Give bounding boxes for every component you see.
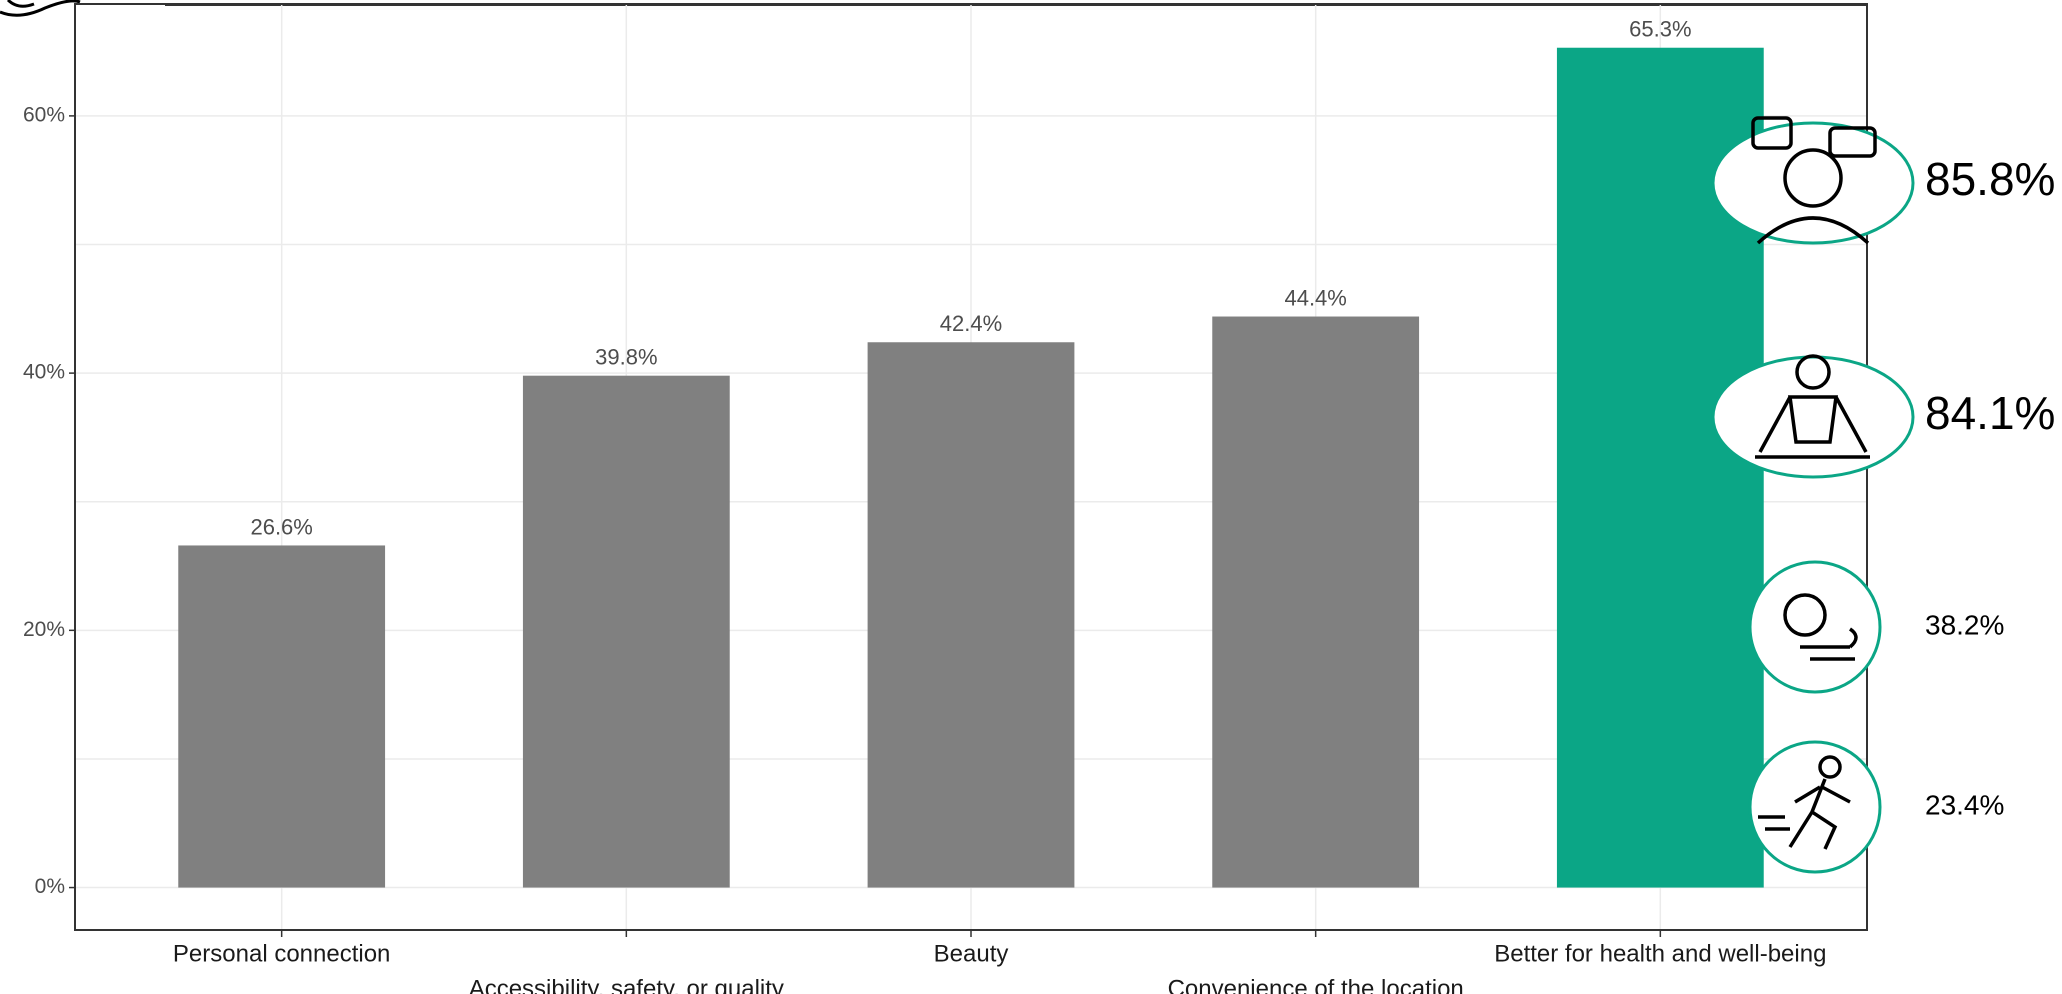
y-tick-label: 60% xyxy=(23,103,65,126)
y-tick-label: 0% xyxy=(35,875,65,898)
icon-circle xyxy=(1748,560,1882,694)
stat-label: 85.8% xyxy=(1925,153,2055,205)
stat-label: 38.2% xyxy=(1925,609,2004,640)
value-label: 42.4% xyxy=(940,311,1002,336)
x-tick-label: Convenience of the location xyxy=(1168,975,1464,994)
x-tick-label: Better for health and well-being xyxy=(1494,940,1826,967)
value-label: 44.4% xyxy=(1284,285,1346,310)
stat-label: 84.1% xyxy=(1925,387,2055,439)
icon-glyph xyxy=(1783,593,1858,661)
icon-glyph xyxy=(1755,354,1870,459)
icon-ellipse xyxy=(1711,355,1915,479)
stat-icon xyxy=(1711,354,1915,479)
bubble xyxy=(1828,126,1877,158)
x-tick-label: Beauty xyxy=(934,940,1009,967)
body xyxy=(1755,395,1870,459)
head xyxy=(1818,755,1842,779)
icon-glyph xyxy=(1758,755,1851,850)
y-tick-label: 20% xyxy=(23,618,65,641)
value-label: 26.6% xyxy=(250,514,312,539)
stat-icon xyxy=(1748,560,1882,694)
sun xyxy=(1783,593,1827,637)
wind xyxy=(1800,627,1858,661)
runner xyxy=(1758,778,1851,850)
shoulders xyxy=(1756,216,1870,245)
icon-glyph xyxy=(1751,116,1877,245)
bar xyxy=(1212,316,1420,888)
head xyxy=(1783,148,1843,208)
value-label: 65.3% xyxy=(1629,17,1691,42)
bar xyxy=(522,375,730,888)
stat-icon xyxy=(1748,740,1882,874)
value-label: 39.8% xyxy=(595,344,657,369)
bar xyxy=(178,545,386,888)
bar xyxy=(867,342,1075,888)
y-tick-label: 40% xyxy=(23,361,65,384)
icon-ellipse xyxy=(1711,121,1915,245)
x-tick-label: Personal connection xyxy=(173,940,390,967)
corner-icon xyxy=(0,0,81,17)
stat-icon xyxy=(1711,116,1915,245)
head xyxy=(1795,354,1831,390)
stat-label: 23.4% xyxy=(1925,789,2004,820)
x-tick-label: Accessibility, safety, or quality xyxy=(469,975,784,994)
bubble xyxy=(1751,116,1793,150)
